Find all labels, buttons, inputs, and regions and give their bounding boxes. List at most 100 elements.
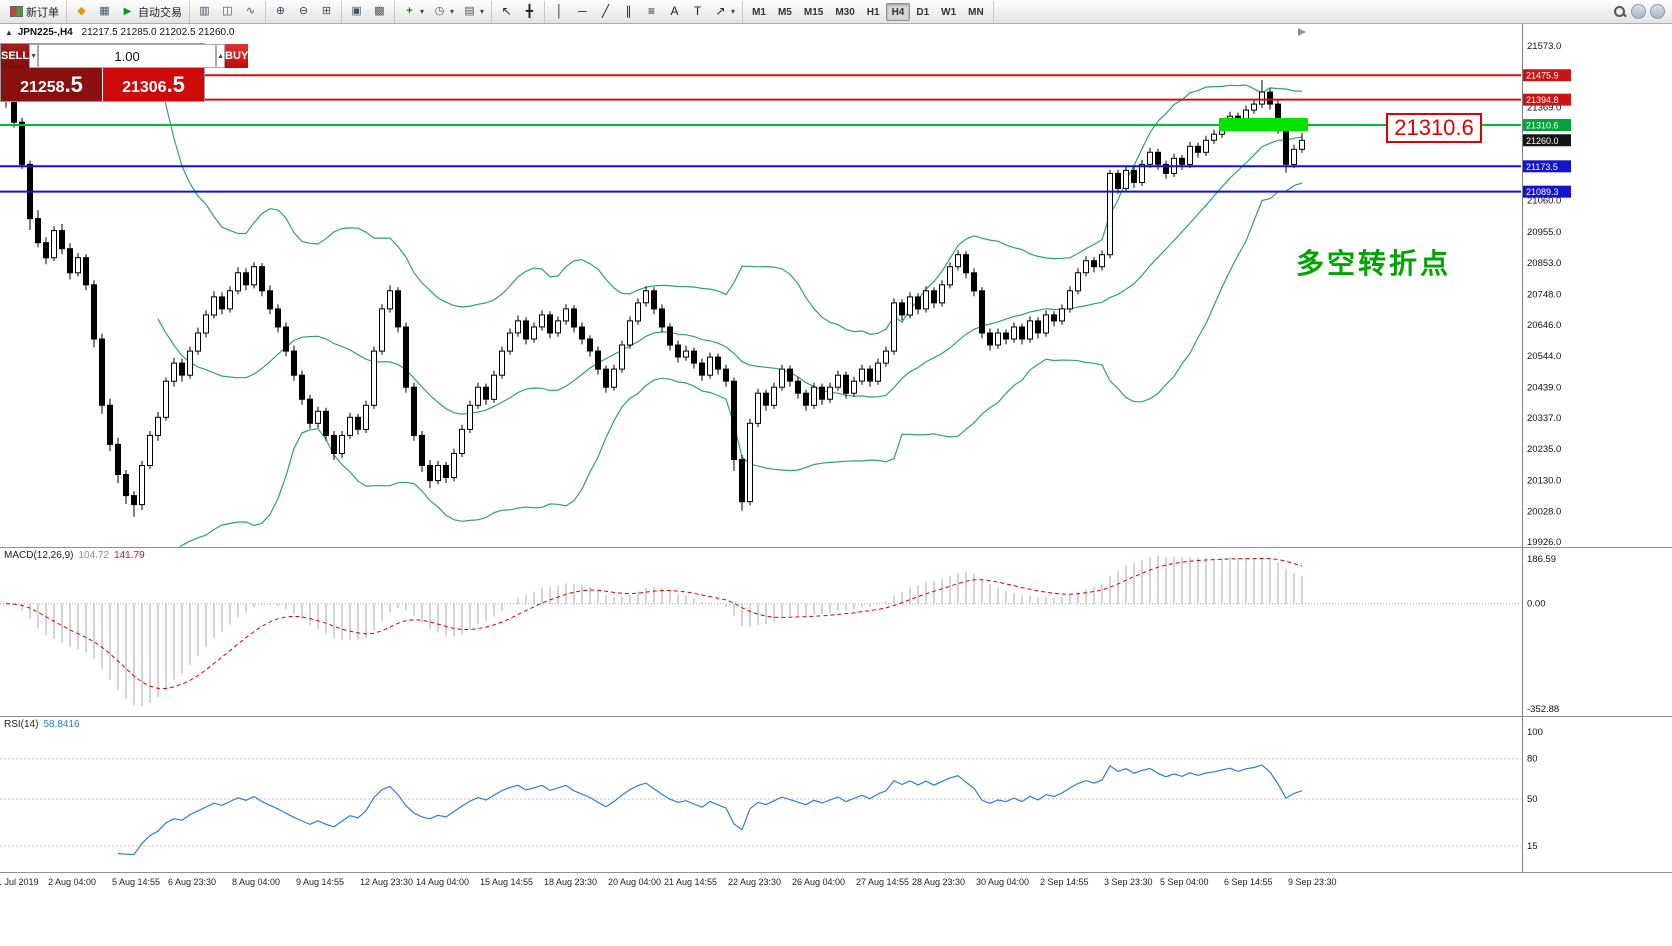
- tile-windows-button[interactable]: ▣: [345, 2, 368, 22]
- time-label: 2 Sep 14:55: [1040, 877, 1089, 887]
- time-label: 28 Aug 23:30: [912, 877, 966, 887]
- svg-text:0.00: 0.00: [1527, 599, 1546, 610]
- svg-text:100: 100: [1527, 727, 1543, 738]
- rsi-name: RSI(14): [4, 719, 39, 730]
- crosshair-button[interactable]: ╋: [518, 2, 541, 22]
- indicators-icon: +: [406, 5, 413, 17]
- svg-text:20544.0: 20544.0: [1527, 351, 1561, 362]
- buy-button[interactable]: BUY: [225, 44, 249, 68]
- volume-input[interactable]: [38, 44, 217, 68]
- price-annotation-box[interactable]: 21310.6: [1386, 113, 1482, 143]
- buy-price-button[interactable]: 21306 .5: [103, 68, 204, 101]
- main-toolbar: 新订单 ◆ ▦ ▶ 自动交易 ▥ ◫ ∿ ⊕ ⊖ ⊞ ▣ ▩ + ▾ ◷ ▾ ▤ ▾ ↖ ╋ │ ─ ╱ ∥ ≡ A T ↗ ▾ M1 M5 M…: [0, 0, 1672, 24]
- market-button[interactable]: ◆: [70, 2, 93, 22]
- fibonacci-button[interactable]: ≡: [640, 2, 663, 22]
- sell-price-fraction: .5: [64, 72, 83, 97]
- line-chart-mode-button[interactable]: ∿: [239, 2, 262, 22]
- line-chart-mode-icon: ∿: [245, 5, 256, 17]
- timeframe-mn[interactable]: MN: [968, 6, 984, 18]
- equidistant-channel-button[interactable]: ∥: [617, 2, 640, 22]
- timeframe-w1[interactable]: W1: [941, 6, 957, 18]
- timeframe-h4[interactable]: H4: [885, 2, 911, 21]
- text-label-button[interactable]: T: [686, 2, 709, 22]
- time-axis[interactable]: 31 Jul 2019 2 Aug 04:00 5 Aug 14:55 6 Aug 2…: [0, 872, 1672, 894]
- svg-text:20337.0: 20337.0: [1527, 413, 1561, 424]
- time-label: 14 Aug 04:00: [416, 877, 470, 887]
- svg-text:20748.0: 20748.0: [1527, 289, 1561, 300]
- bar-chart-mode-button[interactable]: ▥: [193, 2, 216, 22]
- price-chart[interactable]: 21573.0 21369.0 21060.0 20955.0 20853.0 20748…: [0, 24, 1672, 547]
- data-window-button[interactable]: ▦: [93, 2, 116, 22]
- community-icon[interactable]: [1631, 4, 1646, 19]
- one-click-trading-panel: SELL ▼ ▲ BUY 21258 .5 21306 .5: [0, 43, 249, 102]
- svg-text:15: 15: [1527, 841, 1538, 852]
- time-label: 15 Aug 14:55: [480, 877, 534, 887]
- ohlc-values: 21217.5 21285.0 21202.5 21260.0: [81, 27, 235, 38]
- time-label: 18 Aug 23:30: [544, 877, 598, 887]
- macd-panel[interactable]: 186.59 0.00 -352.88 MACD(12,26,9) 104.72 141…: [0, 547, 1672, 716]
- search-icon[interactable]: [1612, 4, 1627, 19]
- time-label: 31 Jul 2019: [0, 877, 39, 887]
- new-order-button[interactable]: 新订单: [6, 2, 63, 22]
- timeframe-m15[interactable]: M15: [803, 6, 824, 18]
- new-chart-button[interactable]: ⊞: [315, 2, 338, 22]
- macd-name: MACD(12,26,9): [4, 550, 74, 561]
- volume-down-button[interactable]: ▼: [29, 44, 39, 68]
- horizontal-line-button[interactable]: ─: [571, 2, 594, 22]
- timeframe-m30[interactable]: M30: [835, 6, 855, 18]
- zoom-in-button[interactable]: ⊕: [269, 2, 292, 22]
- new-order-icon: [10, 6, 23, 17]
- horizontal-line-icon: ─: [578, 4, 587, 18]
- svg-text:20130.0: 20130.0: [1527, 476, 1561, 487]
- timeframe-h1[interactable]: H1: [866, 6, 880, 18]
- buy-price-main: 21306: [122, 79, 167, 96]
- periods-button[interactable]: ◷ ▾: [428, 2, 458, 22]
- crosshair-icon: ╋: [525, 4, 534, 18]
- timeframe-m1[interactable]: M1: [752, 6, 766, 18]
- market-icon: ◆: [77, 5, 86, 17]
- arrows-tool-icon: ↗: [715, 4, 726, 18]
- zoom-out-button[interactable]: ⊖: [292, 2, 315, 22]
- time-label: 20 Aug 04:00: [608, 877, 662, 887]
- chart-window[interactable]: 21573.0 21369.0 21060.0 20955.0 20853.0 20748…: [0, 24, 1672, 547]
- timeframe-m5[interactable]: M5: [777, 6, 792, 18]
- text-button[interactable]: A: [663, 2, 686, 22]
- turning-point-annotation[interactable]: 多空转折点: [1296, 248, 1452, 279]
- fibonacci-icon: ≡: [648, 4, 656, 18]
- time-label: 2 Aug 04:00: [48, 877, 97, 887]
- rsi-panel[interactable]: 100 80 50 15 RSI(14) 58.8416: [0, 716, 1672, 872]
- svg-text:20028.0: 20028.0: [1527, 506, 1561, 517]
- arrows-tool-button[interactable]: ↗ ▾: [709, 2, 739, 22]
- indicators-button[interactable]: + ▾: [398, 2, 428, 22]
- time-label: 21 Aug 14:55: [664, 877, 718, 887]
- volume-up-button[interactable]: ▲: [216, 44, 225, 68]
- periods-dropdown[interactable]: ▾: [450, 7, 455, 16]
- templates-dropdown[interactable]: ▾: [480, 7, 485, 16]
- sell-button[interactable]: SELL: [1, 44, 30, 68]
- trendline-button[interactable]: ╱: [594, 2, 617, 22]
- svg-text:20439.0: 20439.0: [1527, 383, 1561, 394]
- sell-price-button[interactable]: 21258 .5: [1, 68, 103, 101]
- time-label: 5 Aug 14:55: [112, 877, 161, 887]
- indicators-dropdown[interactable]: ▾: [420, 7, 425, 16]
- arrows-tool-dropdown[interactable]: ▾: [731, 7, 736, 16]
- timeframe-d1[interactable]: D1: [916, 6, 930, 18]
- new-chart-icon: ⊞: [321, 5, 332, 17]
- templates-button[interactable]: ▤ ▾: [458, 2, 488, 22]
- vertical-line-button[interactable]: │: [548, 2, 571, 22]
- svg-text:21475.9: 21475.9: [1526, 71, 1559, 81]
- profile-icon[interactable]: [1650, 4, 1665, 19]
- buy-price-fraction: .5: [166, 72, 185, 97]
- equidistant-channel-icon: ∥: [625, 4, 632, 18]
- time-label: 8 Aug 04:00: [232, 877, 281, 887]
- svg-text:21310.6: 21310.6: [1526, 121, 1559, 131]
- cascade-windows-button[interactable]: ▩: [368, 2, 391, 22]
- collapse-icon[interactable]: ▲: [5, 28, 13, 37]
- svg-text:19926.0: 19926.0: [1527, 537, 1561, 547]
- candlestick-mode-button[interactable]: ◫: [216, 2, 239, 22]
- trendline-icon: ╱: [601, 4, 610, 18]
- time-label: 27 Aug 14:55: [856, 877, 910, 887]
- auto-trading-button[interactable]: ▶ 自动交易: [116, 2, 186, 22]
- cursor-button[interactable]: ↖: [495, 2, 518, 22]
